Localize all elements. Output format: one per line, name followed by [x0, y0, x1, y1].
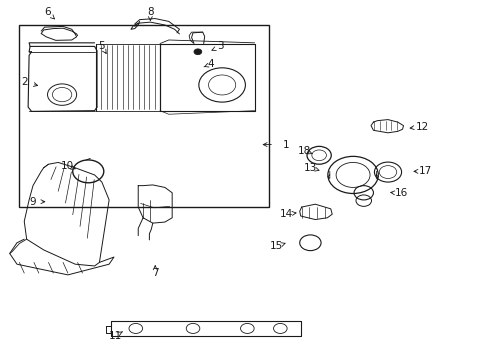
- Text: 5: 5: [98, 41, 105, 51]
- Text: 17: 17: [418, 166, 432, 176]
- Text: 18: 18: [297, 146, 311, 156]
- Text: 15: 15: [269, 241, 283, 251]
- Text: 2: 2: [21, 77, 28, 87]
- Text: 3: 3: [217, 41, 224, 51]
- Text: 12: 12: [414, 122, 428, 132]
- Circle shape: [194, 49, 201, 55]
- Text: 9: 9: [30, 197, 36, 207]
- Text: 10: 10: [60, 161, 74, 171]
- Bar: [19, 25, 269, 207]
- Text: 11: 11: [108, 331, 122, 341]
- Text: 1: 1: [282, 140, 289, 150]
- Text: 16: 16: [394, 188, 408, 198]
- Text: 4: 4: [207, 59, 214, 69]
- Text: 6: 6: [44, 7, 51, 17]
- Text: 8: 8: [147, 7, 153, 17]
- Text: 13: 13: [303, 163, 317, 173]
- Text: 14: 14: [279, 209, 292, 219]
- Text: 7: 7: [151, 268, 158, 278]
